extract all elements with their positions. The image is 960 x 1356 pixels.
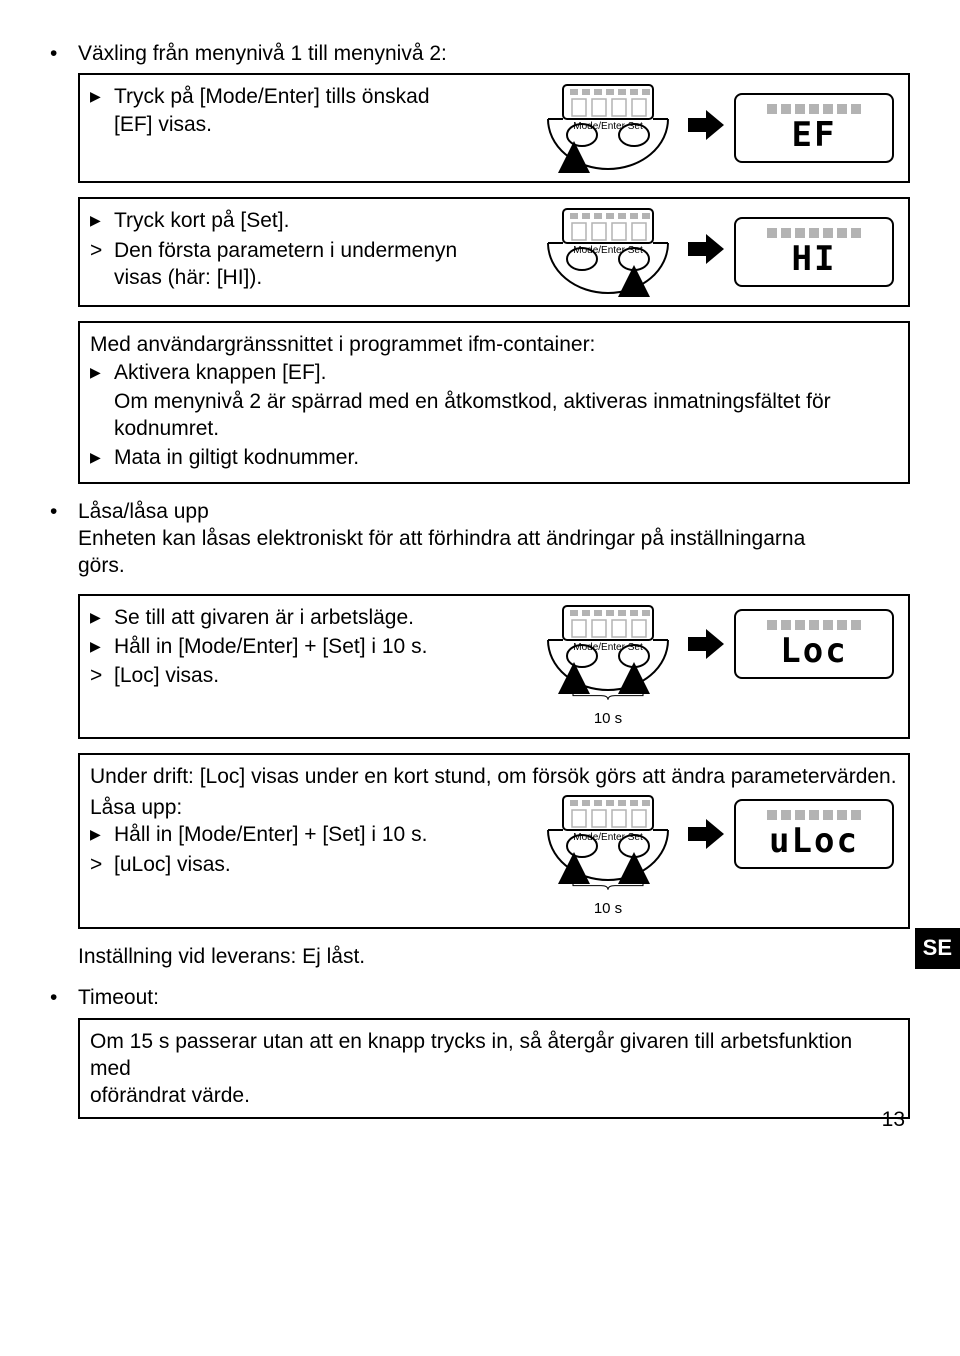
heading-text: Timeout: (78, 984, 159, 1011)
arrow-icon (688, 234, 724, 271)
text-line: Med användargränssnittet i programmet if… (90, 331, 898, 358)
instruction-box-1: Tryck på [Mode/Enter] tills önskad [EF] … (78, 73, 910, 183)
device-icon: Mode/Enter Set (538, 604, 678, 694)
instruction-text: Se till att givaren är i arbetsläge. Hål… (90, 604, 538, 692)
device-graphic-group: Mode/Enter Set 10 s Loc (538, 604, 898, 729)
display-value: EF (792, 118, 837, 152)
indicator-dots (767, 104, 861, 114)
text-line: kodnumret. (114, 417, 219, 440)
text-line: Håll in [Mode/Enter] + [Set] i 10 s. (114, 633, 427, 660)
text-line: Tryck kort på [Set]. (114, 207, 289, 234)
instruction-box-lock: Se till att givaren är i arbetsläge. Hål… (78, 594, 910, 739)
text-line: Håll in [Mode/Enter] + [Set] i 10 s. (114, 821, 427, 848)
arrow-icon (688, 110, 724, 147)
text-line: visas (här: [HI]). (114, 266, 262, 289)
triangle-icon (90, 207, 114, 234)
bullet-dot: • (50, 498, 78, 580)
instruction-box-timeout: Om 15 s passerar utan att en knapp tryck… (78, 1018, 910, 1120)
display-value: HI (792, 242, 837, 276)
text-line: Enheten kan låsas elektroniskt för att f… (78, 527, 805, 550)
section-timeout: • Timeout: (50, 984, 910, 1011)
text-line: Mata in giltigt kodnummer. (114, 444, 359, 471)
language-tab: SE (915, 928, 960, 969)
delivery-setting: Inställning vid leverans: Ej låst. (78, 943, 910, 970)
device-icon: Mode/Enter Set (538, 794, 678, 884)
text-line: Låsa upp: (90, 794, 538, 821)
time-brace: 10 s (538, 690, 678, 729)
indicator-dots (767, 810, 861, 820)
display-readout: uLoc (734, 799, 894, 869)
display-value: Loc (780, 634, 847, 668)
display-value: uLoc (769, 824, 859, 858)
indicator-dots (767, 228, 861, 238)
display-readout: Loc (734, 609, 894, 679)
triangle-icon (90, 359, 114, 386)
triangle-icon (90, 444, 114, 471)
triangle-icon (90, 604, 114, 631)
time-label: 10 s (538, 899, 678, 919)
text-line: Tryck på [Mode/Enter] tills önskad (114, 85, 430, 108)
device-graphic-group: Mode/Enter Set HI (538, 207, 898, 297)
device-icon: Mode/Enter Set (538, 207, 678, 297)
bullet-dot: • (50, 40, 78, 67)
display-readout: EF (734, 93, 894, 163)
text-line: Om 15 s passerar utan att en knapp tryck… (90, 1030, 852, 1080)
text-line: oförändrat värde. (90, 1084, 250, 1107)
svg-text:Mode/Enter Set: Mode/Enter Set (573, 832, 643, 843)
text-line: görs. (78, 554, 125, 577)
display-readout: HI (734, 217, 894, 287)
text-line: [uLoc] visas. (114, 851, 231, 878)
instruction-box-3: Med användargränssnittet i programmet if… (78, 321, 910, 483)
triangle-icon (90, 821, 114, 848)
indicator-dots (767, 620, 861, 630)
arrow-icon (688, 819, 724, 856)
heading-text: Växling från menynivå 1 till menynivå 2: (78, 40, 447, 67)
section-lock: • Låsa/låsa upp Enheten kan låsas elektr… (50, 498, 910, 580)
bullet-dot: • (50, 984, 78, 1011)
device-graphic-group: Mode/Enter Set EF (538, 83, 898, 173)
triangle-icon (90, 633, 114, 660)
page-number: 13 (882, 1106, 905, 1133)
text-line: Om menynivå 2 är spärrad med en åtkomstk… (114, 390, 831, 413)
text-line: Under drift: [Loc] visas under en kort s… (90, 763, 898, 790)
svg-text:Mode/Enter Set: Mode/Enter Set (573, 642, 643, 653)
time-brace: 10 s (538, 880, 678, 919)
text-line: [Loc] visas. (114, 662, 219, 689)
instruction-box-unlock: Under drift: [Loc] visas under en kort s… (78, 753, 910, 929)
instruction-text: Tryck kort på [Set]. > Den första parame… (90, 207, 538, 293)
greater-than-icon: > (90, 851, 114, 878)
svg-text:Mode/Enter Set: Mode/Enter Set (573, 245, 643, 256)
device-icon: Mode/Enter Set (538, 83, 678, 173)
text-line: Den första parametern i undermenyn (114, 239, 457, 262)
text-line: [EF] visas. (114, 113, 212, 136)
text-line: Se till att givaren är i arbetsläge. (114, 604, 414, 631)
svg-text:Mode/Enter Set: Mode/Enter Set (573, 121, 643, 132)
device-graphic-group: Mode/Enter Set 10 s uLoc (538, 794, 898, 919)
instruction-box-2: Tryck kort på [Set]. > Den första parame… (78, 197, 910, 307)
heading-text: Låsa/låsa upp (78, 500, 209, 523)
arrow-icon (688, 629, 724, 666)
text-line: Aktivera knappen [EF]. (114, 359, 326, 386)
section-menu-switch: • Växling från menynivå 1 till menynivå … (50, 40, 910, 67)
greater-than-icon: > (90, 237, 114, 292)
greater-than-icon: > (90, 662, 114, 689)
instruction-text: Tryck på [Mode/Enter] tills önskad [EF] … (90, 83, 538, 140)
triangle-icon (90, 83, 114, 138)
time-label: 10 s (538, 709, 678, 729)
